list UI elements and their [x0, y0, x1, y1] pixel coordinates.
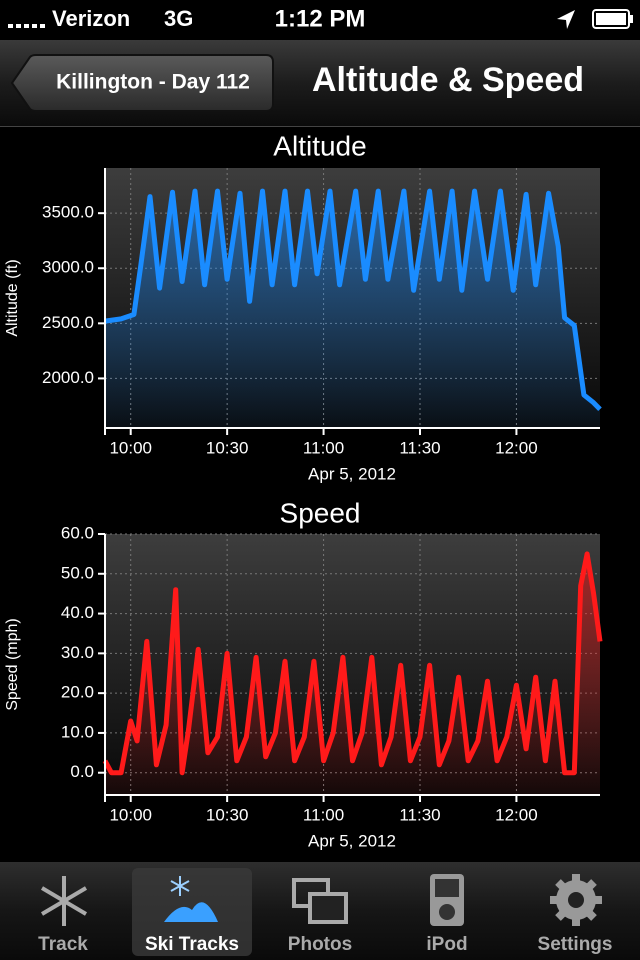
icon-ipod [430, 874, 464, 926]
data-line [104, 188, 602, 412]
back-button-shape[interactable] [10, 54, 274, 112]
y-tick-label: 30.0 [61, 643, 94, 662]
tab-label[interactable]: Track [38, 934, 88, 955]
y-tick-label: 3500.0 [42, 203, 94, 222]
x-tick-label: 11:30 [399, 438, 440, 457]
tab-label[interactable]: Settings [538, 934, 613, 955]
y-tick-label: 60.0 [61, 523, 94, 542]
tab-label[interactable]: Photos [288, 934, 352, 955]
x-tick-label: 10:00 [109, 805, 152, 824]
y-tick-label: 40.0 [61, 603, 94, 622]
x-axis-label: Apr 5, 2012 [308, 831, 396, 850]
y-tick-label: 2000.0 [42, 368, 94, 387]
tab-label[interactable]: Ski Tracks [145, 934, 239, 955]
y-tick-label: 3000.0 [42, 258, 94, 277]
back-button[interactable]: Killington - Day 112 [10, 54, 274, 112]
carrier: Verizon [52, 6, 130, 31]
y-tick-label: 50.0 [61, 563, 94, 582]
clock: 1:12 PM [275, 5, 366, 32]
x-tick-label: 11:00 [303, 805, 344, 824]
y-tick-label: 2500.0 [42, 313, 94, 332]
y-tick-label: 20.0 [61, 683, 94, 702]
x-tick-label: 10:30 [206, 805, 249, 824]
nav-title: Altitude & Speed [312, 61, 584, 99]
area-fill [105, 553, 600, 795]
x-tick-label: 10:30 [206, 438, 249, 457]
icon-ski-tracks [164, 876, 218, 922]
chart-title: Speed [280, 497, 361, 528]
network: 3G [164, 6, 193, 31]
icon-photos [292, 878, 348, 924]
y-axis-label: Speed (mph) [4, 618, 21, 711]
icon-settings [550, 874, 602, 926]
tab-label[interactable]: iPod [426, 934, 467, 955]
x-tick-label: 11:30 [399, 805, 440, 824]
x-axis-label: Apr 5, 2012 [308, 464, 396, 483]
chart-title: Altitude [273, 130, 366, 161]
location-icon [557, 10, 575, 29]
x-tick-label: 12:00 [495, 438, 538, 457]
battery [592, 9, 633, 29]
back-button-label[interactable]: Killington - Day 112 [56, 71, 250, 94]
area-fill [105, 191, 600, 428]
icon-track [40, 876, 88, 926]
y-axis-label: Altitude (ft) [4, 259, 21, 336]
charts: Altitude Altitude (ft) 2000.0 2500.0 3000.0 3… [4, 130, 603, 850]
status-bar [0, 0, 640, 40]
signal-bars [8, 24, 45, 28]
data-line [102, 551, 603, 776]
x-tick-label: 12:00 [495, 805, 538, 824]
x-tick-label: 11:00 [303, 438, 344, 457]
y-tick-label: 0.0 [70, 762, 94, 781]
x-tick-label: 10:00 [109, 438, 152, 457]
y-tick-label: 10.0 [61, 722, 94, 741]
